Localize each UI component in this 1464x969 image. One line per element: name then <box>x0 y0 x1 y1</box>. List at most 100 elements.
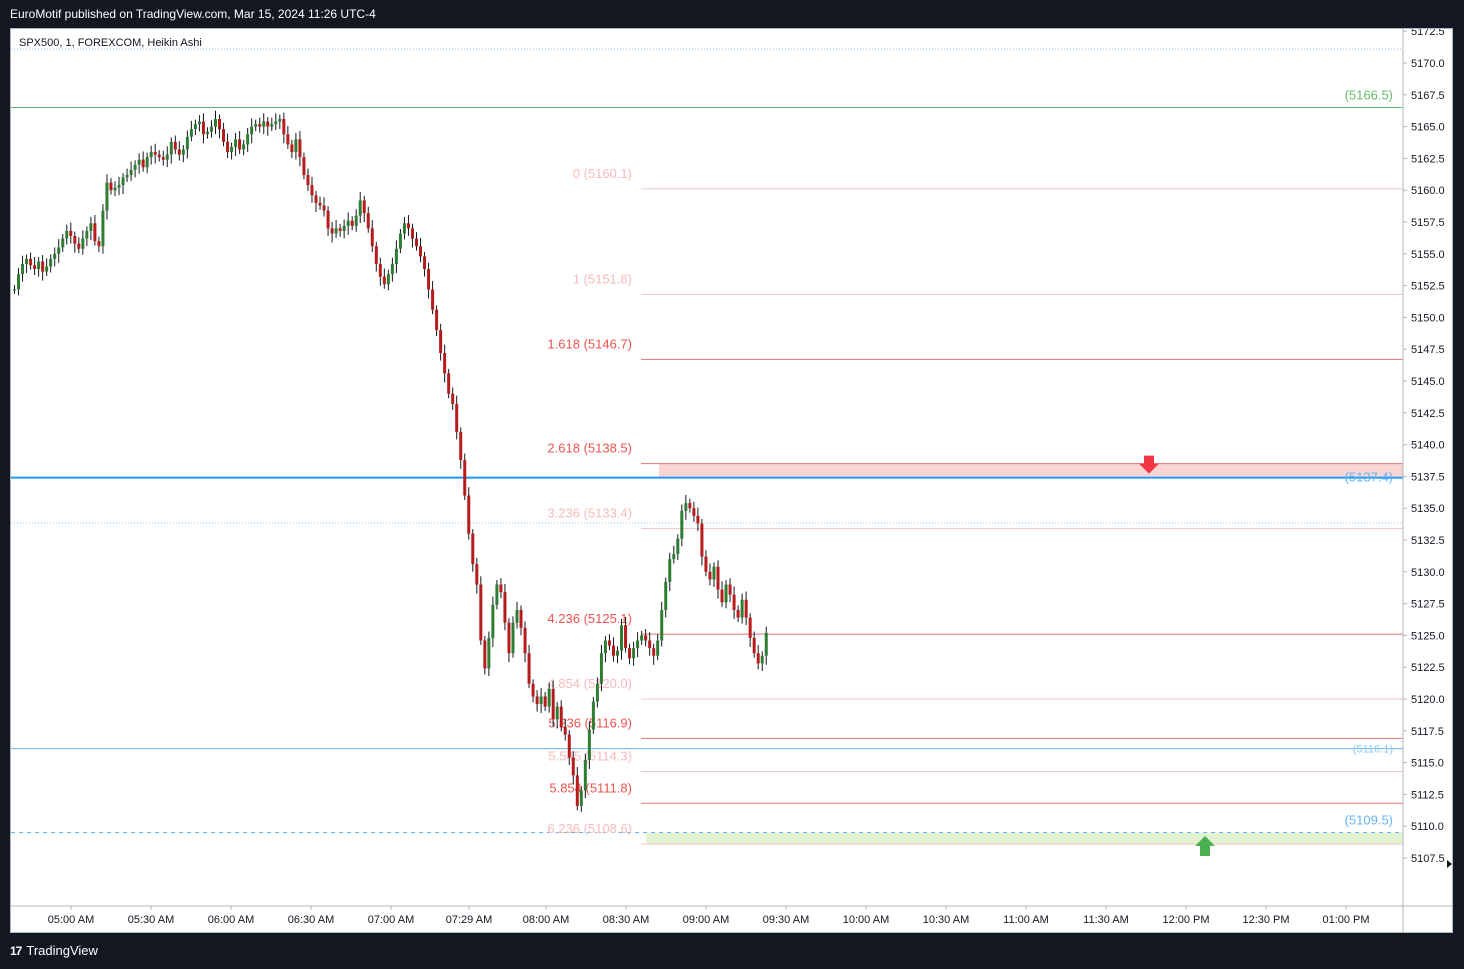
symbol-label: SPX500, 1, FOREXCOM, Heikin Ashi <box>19 37 202 49</box>
time-axis[interactable]: 05:00 AM 05:30 AM 06:00 AM 06:30 AM 07:00 AM… <box>48 906 1370 926</box>
candle-body <box>607 640 611 646</box>
candle-body <box>752 637 756 654</box>
chart-panel[interactable]: 0 (5160.1) 1 (5151.8) 1.618 (5146.7) 2.618 … <box>10 26 1453 933</box>
candle-body <box>595 683 599 702</box>
candle-body <box>728 584 732 595</box>
candle-body <box>129 169 133 175</box>
fib-label-7: 5.236 (5116.9) <box>548 715 632 730</box>
candle-body <box>519 609 523 628</box>
price-chart[interactable]: 0 (5160.1) 1 (5151.8) 1.618 (5146.7) 2.618 … <box>11 26 1452 932</box>
candle-body <box>684 503 688 511</box>
zone-0 <box>659 463 1403 477</box>
candle-body <box>455 403 459 432</box>
candle-body <box>338 228 342 231</box>
candle-body <box>547 688 551 707</box>
fib-label-10: 6.236 (5108.6) <box>547 821 632 836</box>
candle-body <box>567 734 571 758</box>
candle-body <box>133 164 137 170</box>
candle-body <box>704 556 708 572</box>
candle-body <box>579 790 583 806</box>
x-tick-label: 06:00 AM <box>208 914 254 926</box>
price-label-0: (5166.5) <box>1345 88 1393 103</box>
x-tick-label: 09:00 AM <box>683 914 729 926</box>
candle-body <box>415 238 418 247</box>
candle-body <box>282 118 286 135</box>
candle-body <box>366 213 370 229</box>
candle-body <box>435 309 439 331</box>
candle-body <box>583 760 587 791</box>
candle-body <box>736 609 740 618</box>
candle-body <box>398 233 402 249</box>
x-tick-label: 10:30 AM <box>923 914 969 926</box>
x-tick-label: 05:30 AM <box>128 914 174 926</box>
candle-body <box>660 609 664 641</box>
y-tick-label: 5150.0 <box>1411 312 1445 324</box>
candle-body <box>17 274 21 290</box>
y-tick-label: 5145.0 <box>1411 376 1445 388</box>
y-tick-label: 5125.0 <box>1411 630 1445 642</box>
candle-body <box>451 393 455 404</box>
buy-arrow-up-icon[interactable] <box>1195 836 1215 857</box>
candle-body <box>169 141 173 155</box>
candle-body <box>41 261 45 272</box>
candle-body <box>591 701 595 730</box>
candle-body <box>85 230 89 239</box>
candle-body <box>644 635 648 641</box>
candle-body <box>575 775 579 806</box>
candle-body <box>177 149 181 155</box>
candle-body <box>334 228 338 234</box>
x-tick-label: 09:30 AM <box>763 914 809 926</box>
candle-body <box>302 157 306 175</box>
candle-body <box>13 289 16 291</box>
candle-body <box>724 584 728 603</box>
candle-body <box>326 210 330 229</box>
y-tick-label: 5122.5 <box>1411 662 1445 674</box>
x-tick-label: 11:30 AM <box>1083 914 1129 926</box>
y-tick-label: 5135.0 <box>1411 503 1445 515</box>
candle-body <box>37 261 41 270</box>
candle-body <box>173 141 177 150</box>
candle-body <box>439 330 443 354</box>
candle-body <box>680 510 684 539</box>
candle-body <box>270 124 274 127</box>
candle-body <box>394 248 398 264</box>
candle-body <box>599 653 603 684</box>
candle-body <box>234 139 238 147</box>
candle-body <box>382 276 386 285</box>
candle-body <box>740 599 744 618</box>
candle-body <box>406 223 410 229</box>
candle-body <box>487 637 491 669</box>
candle-body <box>278 118 282 122</box>
price-label-3: (5109.5) <box>1345 813 1393 828</box>
candle-body <box>262 121 266 127</box>
candle-body <box>294 139 298 153</box>
y-tick-label: 5117.5 <box>1411 726 1444 738</box>
candle-body <box>121 177 125 186</box>
x-tick-label: 10:00 AM <box>843 914 889 926</box>
price-label-2: (5116.1) <box>1353 744 1393 756</box>
candle-body <box>45 266 49 272</box>
candle-body <box>479 584 483 641</box>
candles-layer <box>13 110 768 812</box>
candle-body <box>193 124 197 130</box>
tradingview-logo[interactable]: 17 TradingView <box>10 943 98 958</box>
y-tick-label: 5157.5 <box>1411 217 1445 229</box>
candle-body <box>274 121 278 125</box>
candle-body <box>543 696 547 707</box>
candle-body <box>214 118 217 127</box>
sell-arrow-down-icon[interactable] <box>1139 455 1159 474</box>
candle-body <box>555 706 559 720</box>
candle-body <box>21 263 25 275</box>
candle-body <box>499 584 503 593</box>
fib-label-4: 3.236 (5133.4) <box>547 506 632 521</box>
x-tick-label: 01:00 PM <box>1322 914 1369 926</box>
candle-body <box>310 185 314 196</box>
candle-body <box>189 129 193 137</box>
candle-body <box>145 157 149 168</box>
candle-body <box>306 174 310 186</box>
candle-body <box>33 265 37 270</box>
candle-body <box>507 622 511 654</box>
price-axis[interactable]: 5172.5 5170.0 5167.5 5165.0 5162.5 5160.0 5157… <box>1403 26 1445 865</box>
candle-body <box>165 154 169 160</box>
zone-1 <box>646 832 1403 845</box>
